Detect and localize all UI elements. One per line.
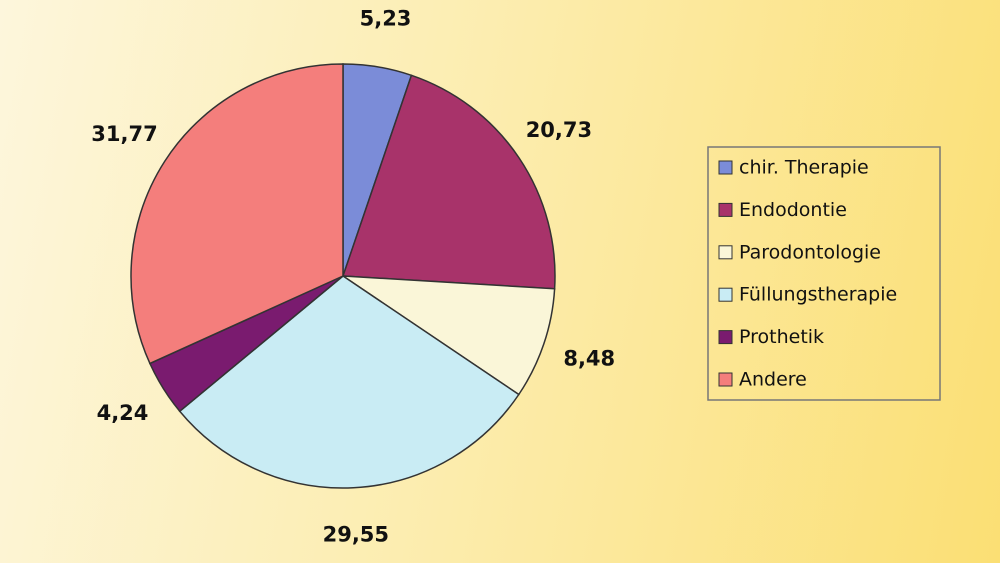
- value-label: 5,23: [360, 7, 412, 31]
- value-label: 31,77: [91, 122, 157, 146]
- legend-swatch: [718, 330, 733, 345]
- legend-swatch: [718, 245, 733, 260]
- value-label: 8,48: [563, 346, 615, 370]
- legend-swatch: [718, 287, 733, 302]
- legend-label: Parodontologie: [739, 241, 881, 263]
- pie-slice: [340, 275, 556, 396]
- legend-label: Andere: [739, 369, 807, 391]
- legend-swatch: [718, 160, 733, 175]
- legend-swatch: [718, 202, 733, 217]
- legend-label: Prothetik: [739, 326, 824, 348]
- legend-label: chir. Therapie: [739, 157, 869, 179]
- legend-label: Füllungstherapie: [739, 284, 897, 306]
- legend-label: Endodontie: [739, 199, 847, 221]
- value-label: 4,24: [97, 401, 149, 425]
- pie-slice: [130, 63, 344, 365]
- legend-swatch: [718, 372, 733, 387]
- value-label: 20,73: [526, 118, 592, 142]
- value-label: 29,55: [323, 523, 389, 547]
- legend-box: [707, 146, 941, 401]
- pie-slice: [178, 275, 520, 489]
- pie-slice: [341, 74, 556, 290]
